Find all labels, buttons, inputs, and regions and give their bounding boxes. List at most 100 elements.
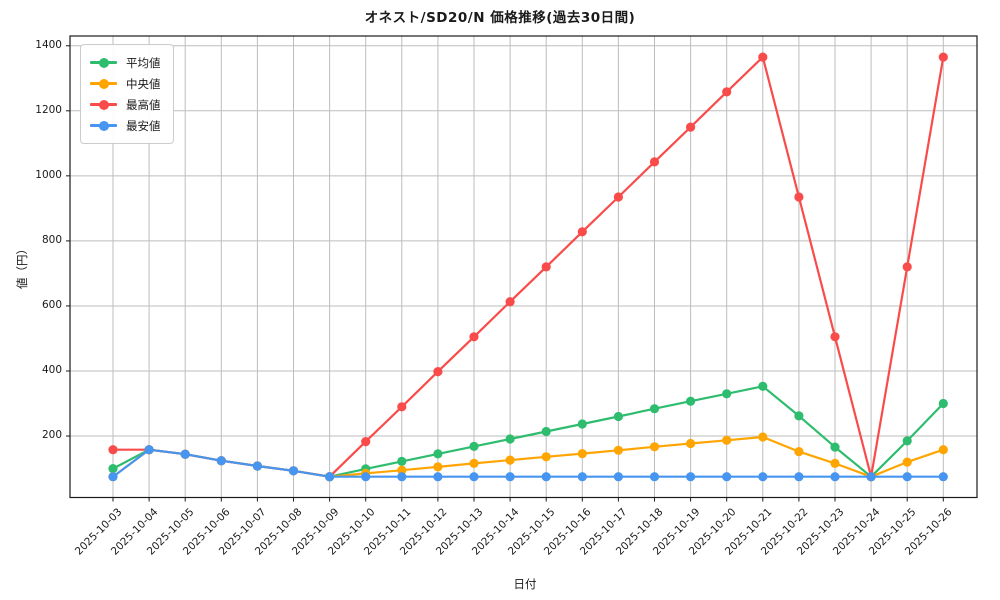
data-point bbox=[686, 472, 696, 482]
data-point bbox=[108, 445, 118, 455]
data-point bbox=[830, 332, 840, 342]
data-point bbox=[686, 438, 696, 449]
data-point bbox=[216, 456, 226, 466]
data-point bbox=[758, 432, 768, 442]
y-tick-label: 1200 bbox=[35, 103, 62, 116]
data-point bbox=[794, 472, 804, 482]
data-point bbox=[902, 472, 912, 482]
data-point bbox=[541, 426, 551, 437]
data-point bbox=[758, 52, 768, 62]
y-tick-label: 1400 bbox=[35, 38, 62, 51]
data-point bbox=[613, 411, 624, 422]
data-point bbox=[722, 435, 732, 445]
data-point bbox=[397, 472, 407, 482]
y-tick-label: 400 bbox=[41, 363, 62, 376]
y-tick-label: 200 bbox=[41, 429, 62, 442]
series-line-3 bbox=[111, 448, 945, 478]
legend-label: 最安値 bbox=[126, 118, 161, 133]
y-tick-label: 800 bbox=[41, 233, 62, 246]
data-point bbox=[505, 472, 515, 482]
chart-title: オネスト/SD20/N 価格推移(過去30日間) bbox=[364, 10, 636, 26]
data-point bbox=[722, 87, 732, 97]
data-point bbox=[505, 297, 515, 307]
legend-item-2: 最高値 bbox=[90, 94, 161, 115]
legend-marker-icon bbox=[90, 99, 117, 110]
legend-label: 平均値 bbox=[126, 55, 161, 70]
data-point bbox=[505, 434, 515, 444]
data-point bbox=[433, 462, 443, 472]
data-point bbox=[686, 122, 696, 132]
legend-marker-icon bbox=[90, 78, 117, 89]
data-point bbox=[108, 472, 118, 482]
legend-label: 最高値 bbox=[126, 97, 161, 112]
data-point bbox=[938, 52, 948, 62]
data-point bbox=[902, 457, 912, 467]
data-point bbox=[902, 262, 912, 272]
data-point bbox=[577, 449, 587, 459]
data-point bbox=[577, 419, 587, 429]
data-point bbox=[758, 472, 768, 482]
axes-border bbox=[69, 35, 978, 499]
data-point bbox=[180, 449, 190, 459]
data-point bbox=[938, 445, 948, 455]
data-point bbox=[108, 464, 118, 474]
data-point bbox=[613, 192, 624, 202]
legend-item-3: 最安値 bbox=[90, 115, 161, 136]
data-point bbox=[830, 442, 840, 452]
data-point bbox=[397, 402, 407, 412]
data-point bbox=[613, 472, 624, 482]
legend-marker-icon bbox=[90, 57, 117, 68]
legend-marker-icon bbox=[90, 120, 117, 131]
legend: 平均値中央値最高値最安値 bbox=[80, 44, 174, 144]
data-point bbox=[433, 367, 443, 377]
y-tick-label: 1000 bbox=[35, 168, 62, 181]
data-point bbox=[613, 445, 624, 455]
data-point bbox=[541, 452, 551, 462]
legend-item-0: 平均値 bbox=[90, 52, 161, 73]
data-point bbox=[541, 472, 551, 482]
data-point bbox=[830, 472, 840, 482]
data-point bbox=[397, 465, 407, 475]
data-point bbox=[397, 456, 407, 466]
data-point bbox=[577, 227, 587, 237]
data-point bbox=[144, 445, 154, 455]
y-tick-label: 600 bbox=[41, 298, 62, 311]
legend-label: 中央値 bbox=[126, 76, 161, 91]
data-point bbox=[505, 455, 515, 465]
data-point bbox=[325, 472, 335, 482]
data-point bbox=[361, 472, 371, 482]
data-point bbox=[794, 447, 804, 457]
data-point bbox=[938, 472, 948, 482]
data-point bbox=[902, 436, 912, 446]
data-point bbox=[433, 449, 443, 459]
x-axis-label: 日付 bbox=[513, 577, 537, 591]
series-line-2 bbox=[111, 55, 945, 478]
data-point bbox=[794, 411, 804, 421]
data-point bbox=[649, 404, 660, 414]
data-point bbox=[433, 472, 443, 482]
data-point bbox=[361, 437, 371, 447]
data-point bbox=[469, 441, 479, 451]
data-point bbox=[722, 389, 732, 399]
series-line-1 bbox=[111, 435, 945, 478]
data-point bbox=[686, 396, 696, 406]
data-point bbox=[288, 466, 299, 476]
data-point bbox=[469, 458, 479, 468]
data-point bbox=[649, 442, 660, 452]
data-point bbox=[866, 472, 876, 482]
data-point bbox=[541, 262, 551, 272]
data-point bbox=[469, 332, 479, 342]
data-point bbox=[794, 192, 804, 202]
data-point bbox=[577, 472, 587, 482]
data-point bbox=[830, 458, 840, 468]
data-point bbox=[469, 472, 479, 482]
data-point bbox=[938, 398, 948, 409]
data-point bbox=[758, 381, 768, 391]
legend-item-1: 中央値 bbox=[90, 73, 161, 94]
data-point bbox=[252, 461, 262, 471]
data-point bbox=[649, 157, 660, 167]
data-point bbox=[722, 472, 732, 482]
data-point bbox=[649, 472, 660, 482]
